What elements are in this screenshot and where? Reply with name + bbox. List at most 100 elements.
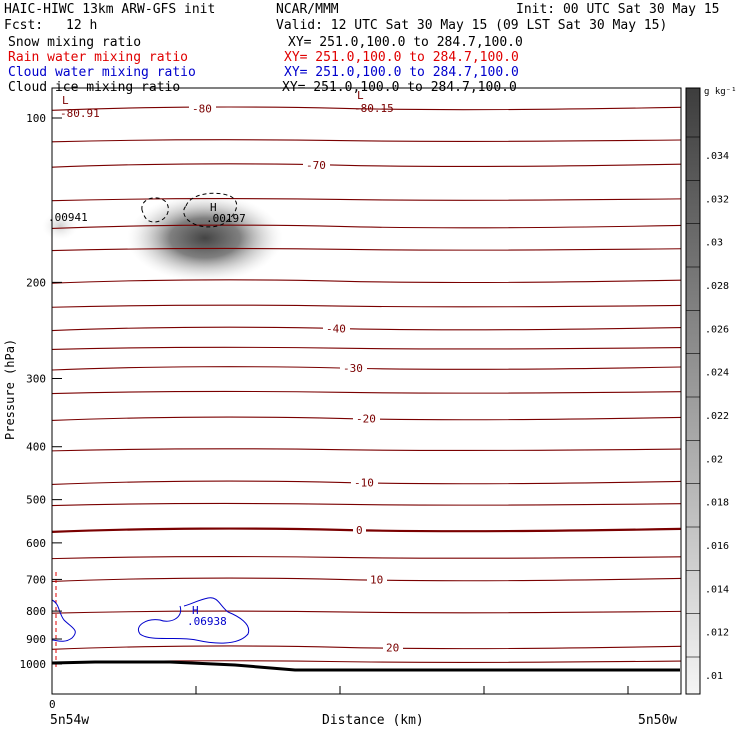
y-axis-label: Pressure (hPa) (3, 339, 17, 440)
annotations: L -80.91 L -80.15 H .00197 .00941 H .069… (48, 89, 394, 628)
field-rain-name: Rain water mixing ratio (8, 50, 189, 65)
header-valid: Valid: 12 UTC Sat 30 May 15 (09 LST Sat … (276, 18, 668, 33)
x-end-label-right: 5n50w (638, 713, 677, 728)
snow-shade-edge (42, 212, 78, 240)
isotherm-line--75 (51, 139, 682, 143)
isotherm-line--35 (51, 346, 682, 350)
y-tick-label-600: 600 (26, 537, 46, 550)
isotherm-label--20: -20 (356, 412, 376, 425)
x-axis: 0 5n54w 5n50w Distance (km) (49, 684, 677, 728)
header-title: HAIC-HIWC 13km ARW-GFS init (4, 2, 216, 17)
isotherm-line-15 (51, 610, 682, 614)
ice-contours (141, 192, 238, 228)
min-label-value2: -80.15 (354, 102, 394, 115)
cloud-water-max-value: .06938 (187, 615, 227, 628)
cloud-water-contour-main (138, 597, 250, 644)
field-cloudwater-xy: XY= 251.0,100.0 to 284.7,100.0 (284, 65, 519, 80)
field-cloudwater-name: Cloud water mixing ratio (8, 65, 196, 80)
isotherm-line-5 (51, 556, 682, 560)
terrain (51, 660, 680, 672)
isotherm-label--80: -80 (192, 102, 212, 115)
isotherm-line--10 (51, 480, 682, 485)
x-end-label-left: 5n54w (50, 713, 89, 728)
isotherm-line--50 (51, 279, 682, 284)
isotherm-line--55 (51, 248, 682, 252)
isotherm-label-20: 20 (386, 641, 399, 654)
colorbar-tick-label-1: .032 (705, 194, 729, 205)
isotherm-label-10: 10 (370, 573, 383, 586)
cloud-water-contours (51, 597, 250, 644)
colorbar-tick-label-10: .014 (705, 584, 729, 595)
ice-contour-left (141, 197, 169, 223)
isotherm-label--30: -30 (343, 362, 363, 375)
ice-max-h: H (210, 201, 217, 214)
colorbar-tick-label-4: .026 (705, 324, 729, 335)
field-snow-name: Snow mixing ratio (8, 35, 142, 50)
x-axis-label: Distance (km) (322, 713, 424, 728)
colorbar: .034 .032 .03 .028 .026 .024 .022 .02 .018 .016 .0… (685, 87, 737, 695)
isotherm-line--25 (51, 390, 682, 395)
ice-max-value: .00197 (206, 212, 246, 225)
isotherm-label-bg--80 (189, 102, 216, 115)
colorbar-tick-label-6: .022 (705, 411, 729, 422)
y-axis: 100 200 300 400 500 600 700 800 900 1000 (20, 112, 62, 671)
isotherm-label-bg-10 (367, 573, 387, 586)
min-label-l2: L (357, 89, 364, 102)
header-org: NCAR/MMM (276, 2, 339, 17)
snow-shade-main (127, 194, 283, 282)
isotherm-label-bg-20 (383, 641, 403, 654)
cloud-water-contour-left (51, 599, 76, 642)
isotherm-line--5 (51, 502, 682, 507)
isotherm-line--70 (51, 163, 682, 168)
y-tick-label-700: 700 (26, 573, 46, 586)
isotherm-line--80 (51, 106, 682, 111)
isotherm-lines: -80 -70 -40 -30 -20 -10 0 10 20 (51, 102, 682, 664)
isotherm-line--60 (51, 224, 682, 230)
snow-edge-value: .00941 (48, 211, 88, 224)
header-fcst-label: Fcst: (4, 18, 44, 33)
isotherm-label-0: 0 (356, 524, 363, 537)
colorbar-tick-label-12: .01 (705, 671, 723, 682)
isotherm-line-10 (51, 577, 682, 582)
colorbar-tick-label-2: .03 (705, 238, 723, 249)
ice-contour-right (183, 192, 238, 228)
isotherm-label--10: -10 (354, 476, 374, 489)
isotherm-label--40: -40 (326, 323, 346, 336)
colorbar-tick-label-5: .024 (705, 368, 729, 379)
snow-shading (42, 194, 283, 282)
isotherm-line-0 (51, 527, 682, 533)
header-fcst-value: 12 h (66, 18, 98, 33)
min-label-value1: -80.91 (60, 107, 100, 120)
field-rain-xy: XY= 251.0,100.0 to 284.7,100.0 (284, 50, 519, 65)
y-tick-label-200: 200 (26, 276, 46, 289)
isotherm-label--70: -70 (306, 159, 326, 172)
terrain-line (51, 660, 680, 672)
header-init: Init: 00 UTC Sat 30 May 15 (516, 2, 720, 17)
colorbar-gradient (685, 87, 701, 695)
isotherm-line-20 (51, 645, 682, 650)
colorbar-tick-label-7: .02 (705, 454, 723, 465)
field-snow-xy: XY= 251.0,100.0 to 284.7,100.0 (288, 35, 523, 50)
colorbar-ticks: .034 .032 .03 .028 .026 .024 .022 .02 .018 .016 .0… (686, 136, 729, 682)
isotherm-label-bg--30 (340, 362, 367, 375)
y-tick-label-100: 100 (26, 112, 46, 125)
isotherm-label-bg--40 (323, 322, 350, 335)
isotherm-line--65 (51, 198, 682, 202)
y-tick-label-1000: 1000 (20, 658, 47, 671)
isotherm-label-bg-0 (353, 523, 366, 536)
colorbar-tick-label-11: .012 (705, 628, 729, 639)
isotherm-label-bg--70 (303, 159, 330, 172)
y-tick-label-500: 500 (26, 494, 46, 507)
colorbar-tick-label-3: .028 (705, 281, 729, 292)
isotherm-label-bg--10 (351, 476, 378, 489)
y-tick-label-300: 300 (26, 373, 46, 386)
y-tick-label-400: 400 (26, 441, 46, 454)
y-tick-label-800: 800 (26, 605, 46, 618)
colorbar-tick-label-0: .034 (705, 151, 729, 162)
colorbar-unit: g kg⁻¹ (704, 87, 737, 97)
isotherm-label-bg--20 (353, 412, 380, 425)
min-label-l1: L (62, 94, 69, 107)
y-tick-label-900: 900 (26, 633, 46, 646)
x-tick-label-0: 0 (49, 698, 56, 711)
cloud-water-max-h: H (192, 604, 199, 617)
